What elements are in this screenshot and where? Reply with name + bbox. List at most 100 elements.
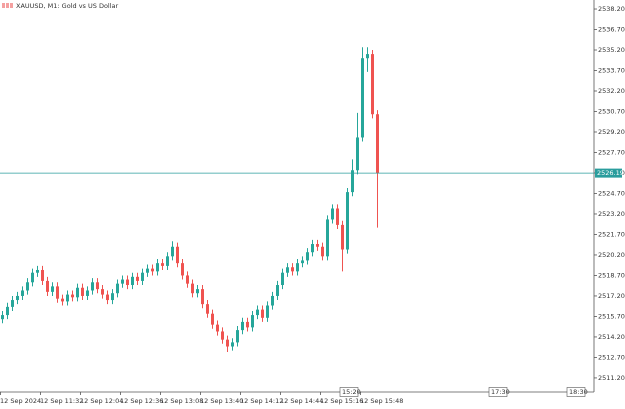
candle-body bbox=[166, 256, 169, 266]
candle-body bbox=[66, 294, 69, 302]
candle-body bbox=[91, 282, 94, 291]
candle-body bbox=[46, 280, 49, 292]
time-marker: 15:20 bbox=[342, 388, 361, 396]
x-tick-label: 12 Sep 14:12 bbox=[240, 397, 283, 405]
y-tick-label: 2538.20 bbox=[598, 5, 625, 13]
candle-body bbox=[11, 300, 14, 307]
y-tick-label: 2533.70 bbox=[598, 67, 625, 75]
candle-body bbox=[51, 286, 54, 292]
chart-title: XAUUSD, M1: Gold vs US Dollar bbox=[16, 2, 119, 10]
candle-body bbox=[26, 282, 29, 291]
candle-body bbox=[246, 321, 249, 328]
x-tick-label: 12 Sep 2024 bbox=[0, 397, 41, 405]
candle-body bbox=[216, 324, 219, 332]
y-tick-label: 2527.70 bbox=[598, 148, 625, 156]
candle-body bbox=[1, 315, 4, 320]
candle-body bbox=[121, 279, 124, 284]
y-tick-label: 2511.20 bbox=[598, 374, 625, 382]
y-tick-label: 2523.20 bbox=[598, 210, 625, 218]
candle-body bbox=[61, 298, 64, 302]
x-tick-label: 12 Sep 12:04 bbox=[80, 397, 123, 405]
candle-body bbox=[331, 208, 334, 220]
candle-body bbox=[361, 58, 364, 138]
candle-body bbox=[271, 295, 274, 306]
candle-body bbox=[176, 246, 179, 264]
candle-body bbox=[351, 170, 354, 193]
candle-body bbox=[376, 114, 379, 173]
x-tick-label: 12 Sep 15:48 bbox=[360, 397, 403, 405]
y-tick-label: 2536.70 bbox=[598, 26, 625, 34]
candle-body bbox=[126, 279, 129, 286]
y-tick-label: 2514.20 bbox=[598, 333, 625, 341]
candle-body bbox=[256, 309, 259, 316]
icon bbox=[10, 3, 13, 8]
time-marker: 18:30 bbox=[569, 388, 588, 396]
candle-body bbox=[366, 54, 369, 59]
candle-body bbox=[106, 294, 109, 301]
candle-body bbox=[196, 289, 199, 294]
candle-body bbox=[81, 287, 84, 296]
candle-body bbox=[36, 269, 39, 273]
candle-body bbox=[156, 263, 159, 272]
candle-body bbox=[296, 263, 299, 272]
candle-body bbox=[191, 283, 194, 294]
x-tick-label: 12 Sep 13:40 bbox=[200, 397, 243, 405]
candle-body bbox=[141, 272, 144, 281]
y-tick-label: 2530.70 bbox=[598, 107, 625, 115]
candle-body bbox=[371, 54, 374, 115]
price-label: 2526.19 bbox=[597, 169, 624, 177]
candle-body bbox=[146, 268, 149, 273]
price-label-box bbox=[595, 168, 622, 178]
candle-body bbox=[201, 289, 204, 305]
icon bbox=[6, 3, 9, 8]
candle-body bbox=[281, 272, 284, 286]
icon bbox=[2, 3, 5, 8]
y-tick-label: 2535.20 bbox=[598, 46, 625, 54]
candle-body bbox=[76, 287, 79, 298]
candle-body bbox=[171, 246, 174, 257]
candle-body bbox=[301, 260, 304, 264]
candle-body bbox=[21, 290, 24, 296]
candle-body bbox=[241, 321, 244, 331]
candle-body bbox=[56, 286, 59, 299]
time-marker-box bbox=[488, 387, 508, 397]
candle-body bbox=[346, 192, 349, 250]
candle-body bbox=[186, 275, 189, 284]
y-tick-label: 2524.70 bbox=[598, 189, 625, 197]
candle-body bbox=[111, 293, 114, 301]
x-tick-label: 12 Sep 15:16 bbox=[320, 397, 363, 405]
candle-body bbox=[211, 313, 214, 325]
candle-body bbox=[6, 306, 9, 316]
candle-body bbox=[231, 342, 234, 347]
x-tick-label: 12 Sep 12:36 bbox=[120, 397, 163, 405]
candle-body bbox=[316, 244, 319, 247]
time-marker-box bbox=[339, 387, 359, 397]
y-tick-label: 2512.70 bbox=[598, 353, 625, 361]
y-tick-label: 2517.20 bbox=[598, 292, 625, 300]
candle-body bbox=[276, 285, 279, 296]
candle-body bbox=[161, 263, 164, 266]
candle-body bbox=[31, 272, 34, 283]
y-tick-label: 2521.70 bbox=[598, 230, 625, 238]
y-tick-label: 2518.70 bbox=[598, 271, 625, 279]
candle-body bbox=[41, 269, 44, 281]
y-tick-label: 2520.20 bbox=[598, 251, 625, 259]
candle-body bbox=[286, 267, 289, 273]
candle-body bbox=[86, 290, 89, 296]
x-tick-label: 12 Sep 13:08 bbox=[160, 397, 203, 405]
candle-body bbox=[236, 330, 239, 343]
candle-body bbox=[306, 252, 309, 261]
candle-body bbox=[326, 219, 329, 257]
candle-body bbox=[261, 309, 264, 318]
candle-body bbox=[181, 263, 184, 276]
x-tick-label: 12 Sep 11:32 bbox=[40, 397, 83, 405]
candle-body bbox=[96, 282, 99, 290]
candle-body bbox=[311, 244, 314, 253]
candle-body bbox=[221, 331, 224, 340]
candle-body bbox=[291, 267, 294, 272]
candle-body bbox=[136, 276, 139, 281]
candle-body bbox=[341, 224, 344, 250]
time-marker-box bbox=[566, 387, 586, 397]
candle-body bbox=[71, 294, 74, 298]
